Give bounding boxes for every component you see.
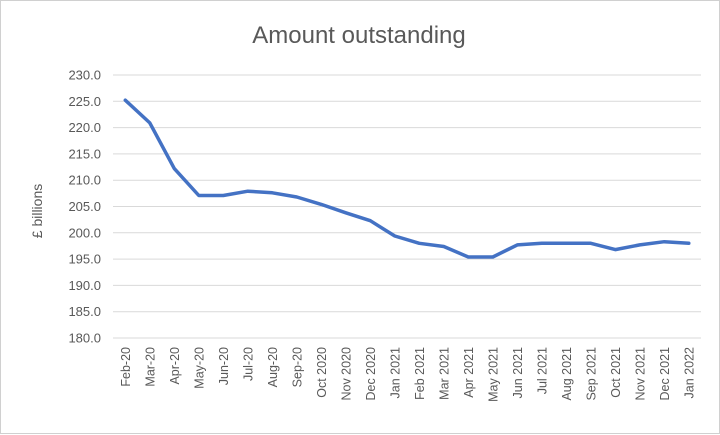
- x-tick-label: Aug-20: [266, 347, 280, 387]
- y-tick-label: 205.0: [68, 199, 101, 214]
- x-tick-label: Mar 2021: [437, 347, 451, 400]
- x-axis-ticks: Feb-20 Mar-20 Apr-20 May-20 Jun-20 Jul-20 Aug-…: [119, 347, 697, 402]
- x-tick-label: Dec 2021: [658, 347, 672, 401]
- y-tick-label: 210.0: [68, 173, 101, 188]
- x-tick-label: Oct 2021: [609, 347, 623, 398]
- y-tick-label: 215.0: [68, 146, 101, 161]
- x-tick-label: Aug 2021: [560, 347, 574, 401]
- y-tick-label: 190.0: [68, 278, 101, 293]
- x-tick-label: Feb 2021: [413, 347, 427, 400]
- x-tick-label: Sep 2021: [584, 347, 598, 401]
- x-tick-label: May-20: [192, 347, 206, 389]
- x-tick-label: Nov 2020: [339, 347, 353, 401]
- x-tick-label: Apr-20: [168, 347, 182, 385]
- y-tick-label: 225.0: [68, 94, 101, 109]
- x-tick-label: Jun 2021: [511, 347, 525, 398]
- y-tick-label: 200.0: [68, 225, 101, 240]
- x-tick-label: Apr 2021: [462, 347, 476, 398]
- y-axis-ticks: 230.0 225.0 220.0 215.0 210.0 205.0 200.0 195.0…: [68, 68, 101, 346]
- chart-title: Amount outstanding: [252, 22, 465, 49]
- series-layer: [125, 100, 689, 257]
- x-tick-label: Sep-20: [290, 347, 304, 387]
- gridlines: [113, 75, 701, 338]
- x-tick-label: May 2021: [486, 347, 500, 402]
- y-tick-label: 195.0: [68, 252, 101, 267]
- x-tick-label: Jul 2021: [535, 347, 549, 394]
- series-line: [125, 100, 689, 257]
- x-tick-label: Nov 2021: [633, 347, 647, 401]
- y-axis-label: £ billions: [29, 184, 45, 238]
- y-tick-label: 185.0: [68, 304, 101, 319]
- x-tick-label: Jan 2021: [388, 347, 402, 398]
- x-tick-label: Jul-20: [241, 347, 255, 381]
- y-tick-label: 230.0: [68, 68, 101, 83]
- y-tick-label: 180.0: [68, 331, 101, 346]
- x-tick-label: Oct 2020: [315, 347, 329, 398]
- x-tick-label: Mar-20: [143, 347, 157, 387]
- x-tick-label: Dec 2020: [364, 347, 378, 401]
- x-tick-label: Feb-20: [119, 347, 133, 387]
- x-tick-label: Jan 2022: [682, 347, 696, 398]
- x-tick-label: Jun-20: [217, 347, 231, 385]
- y-tick-label: 220.0: [68, 120, 101, 135]
